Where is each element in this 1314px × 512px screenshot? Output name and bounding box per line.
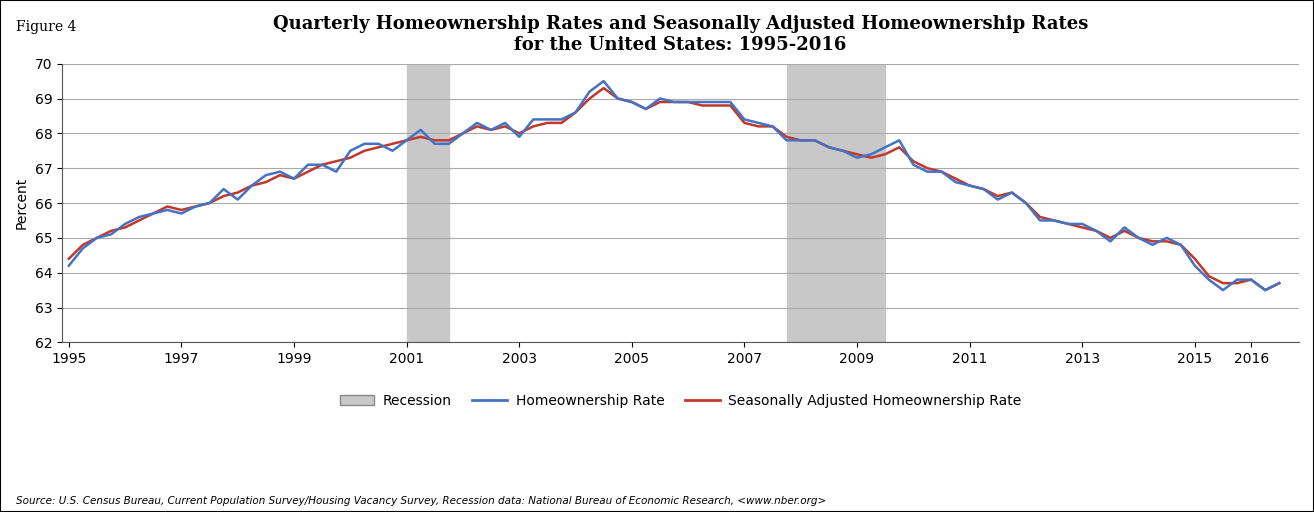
Homeownership Rate <box>413 127 428 133</box>
Bar <box>787 63 886 343</box>
Seasonally Adjusted Homeownership Rate <box>1257 287 1273 293</box>
Bar <box>406 63 449 343</box>
Homeownership Rate <box>258 172 273 178</box>
Seasonally Adjusted Homeownership Rate <box>568 110 583 116</box>
Line: Homeownership Rate: Homeownership Rate <box>68 81 1280 290</box>
Homeownership Rate <box>595 78 611 84</box>
Seasonally Adjusted Homeownership Rate <box>1272 280 1288 286</box>
Homeownership Rate <box>328 168 344 175</box>
Seasonally Adjusted Homeownership Rate <box>328 158 344 164</box>
Seasonally Adjusted Homeownership Rate <box>1060 221 1076 227</box>
Seasonally Adjusted Homeownership Rate <box>413 134 428 140</box>
Text: Figure 4: Figure 4 <box>16 20 76 34</box>
Line: Seasonally Adjusted Homeownership Rate: Seasonally Adjusted Homeownership Rate <box>68 88 1280 290</box>
Seasonally Adjusted Homeownership Rate <box>595 85 611 91</box>
Legend: Recession, Homeownership Rate, Seasonally Adjusted Homeownership Rate: Recession, Homeownership Rate, Seasonall… <box>334 388 1028 413</box>
Homeownership Rate <box>1215 287 1231 293</box>
Seasonally Adjusted Homeownership Rate <box>681 99 696 105</box>
Seasonally Adjusted Homeownership Rate <box>258 179 273 185</box>
Homeownership Rate <box>681 99 696 105</box>
Homeownership Rate <box>568 110 583 116</box>
Homeownership Rate <box>60 263 76 269</box>
Y-axis label: Percent: Percent <box>14 177 29 229</box>
Text: Source: U.S. Census Bureau, Current Population Survey/Housing Vacancy Survey, Re: Source: U.S. Census Bureau, Current Popu… <box>16 496 827 506</box>
Title: Quarterly Homeownership Rates and Seasonally Adjusted Homeownership Rates
for th: Quarterly Homeownership Rates and Season… <box>273 15 1088 54</box>
Seasonally Adjusted Homeownership Rate <box>60 255 76 262</box>
Homeownership Rate <box>1272 280 1288 286</box>
Homeownership Rate <box>1060 221 1076 227</box>
